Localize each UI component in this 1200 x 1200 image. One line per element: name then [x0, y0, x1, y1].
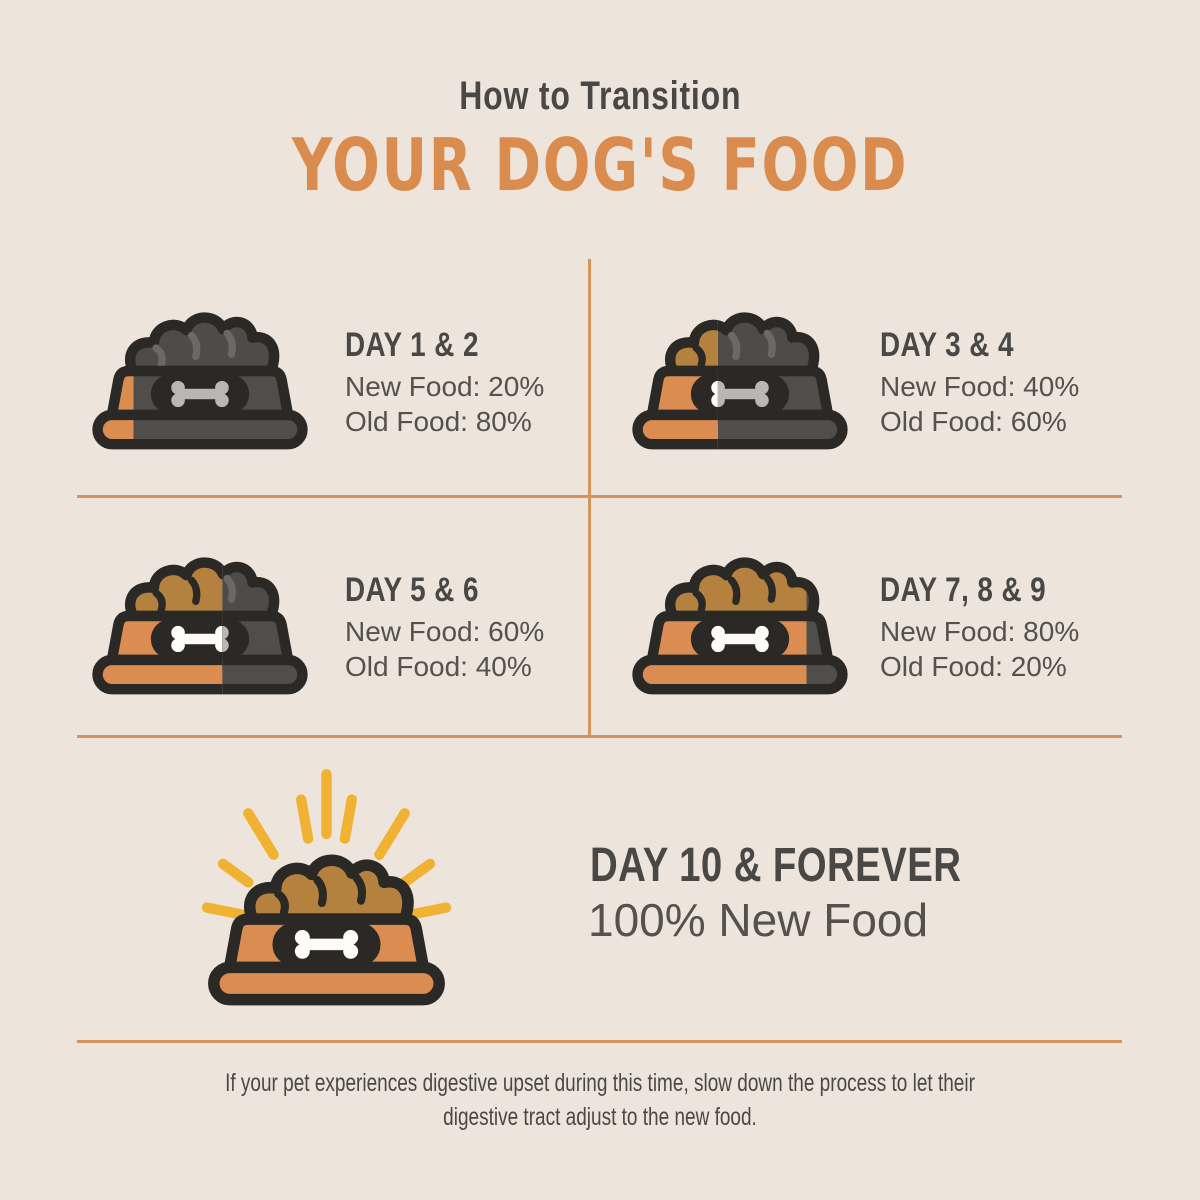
step-cell-2: DAY 3 & 4 New Food: 40% Old Food: 60% [610, 296, 1150, 511]
title-main: YOUR DOG'S FOOD [291, 123, 909, 207]
shine-rays-icon [201, 769, 452, 920]
step-new-food: New Food: 80% [880, 616, 1080, 647]
step-day-label: DAY 7, 8 & 9 [880, 571, 1047, 609]
footer-note-line1: If your pet experiences digestive upset … [225, 1069, 975, 1097]
step-cell-4: DAY 7, 8 & 9 New Food: 80% Old Food: 20% [610, 541, 1150, 756]
step-day-label: DAY 3 & 4 [880, 326, 1014, 364]
final-text: 100% New Food [588, 894, 929, 946]
step-new-food: New Food: 20% [345, 371, 545, 402]
step-new-food: New Food: 60% [345, 616, 545, 647]
step-old-food: Old Food: 80% [345, 406, 532, 437]
final-day-label: DAY 10 & FOREVER [590, 839, 962, 892]
step-cell-3: DAY 5 & 6 New Food: 60% Old Food: 40% [75, 541, 615, 756]
step-day-label: DAY 5 & 6 [345, 571, 479, 609]
footer-note: If your pet experiences digestive upset … [174, 1066, 1025, 1134]
title-subheading: How to Transition [458, 74, 742, 118]
divider-horizontal-top [77, 495, 1122, 498]
step-day-label: DAY 1 & 2 [345, 326, 479, 364]
dog-food-bowl-icon [85, 302, 315, 455]
step-new-food: New Food: 40% [880, 371, 1080, 402]
dog-food-bowl-shining-icon [200, 765, 453, 1009]
step-old-food: Old Food: 20% [880, 651, 1067, 682]
header: How to Transition YOUR DOG'S FOOD [0, 0, 1200, 207]
divider-horizontal-footer [77, 1040, 1122, 1043]
divider-vertical [588, 259, 591, 737]
step-old-food: Old Food: 60% [880, 406, 1067, 437]
step-old-food: Old Food: 40% [345, 651, 532, 682]
dog-food-bowl-icon [625, 547, 855, 700]
step-cell-1: DAY 1 & 2 New Food: 20% Old Food: 80% [75, 296, 615, 511]
footer-note-line2: digestive tract adjust to the new food. [443, 1103, 757, 1131]
divider-horizontal-middle [77, 735, 1122, 738]
dog-food-bowl-icon [625, 302, 855, 455]
dog-food-bowl-icon [85, 547, 315, 700]
